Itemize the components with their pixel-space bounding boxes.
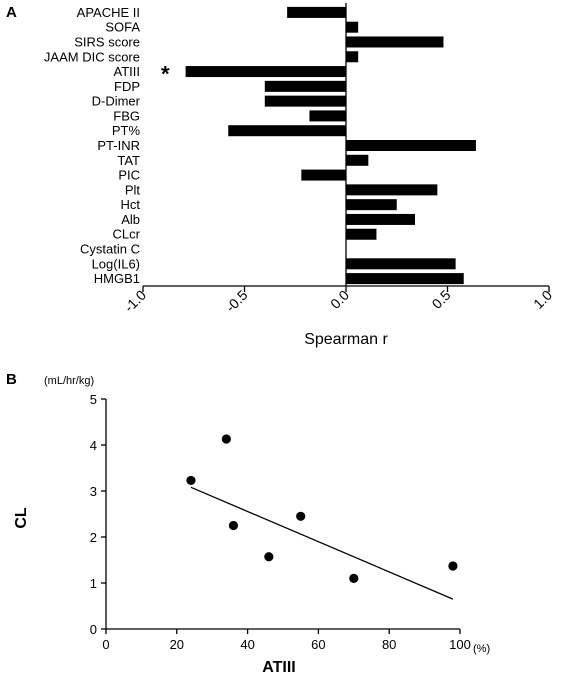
- category-label-sirs-score: SIRS score: [74, 34, 140, 49]
- bar-d-dimer: [264, 95, 346, 107]
- panel-b-y-axis-title: CL: [13, 507, 30, 529]
- panel-b-y-tick-label: 5: [90, 392, 97, 407]
- bar-sirs-score: [346, 36, 444, 48]
- panel-b-x-tick-label: 60: [311, 637, 325, 652]
- category-label-tat: TAT: [117, 153, 140, 168]
- category-label-atiii: ATIII: [114, 64, 140, 79]
- bar-jaam-dic-score: [346, 51, 359, 63]
- significance-asterisk: *: [161, 62, 170, 87]
- bar-pic: [301, 169, 346, 181]
- bar-fdp: [264, 80, 346, 92]
- category-label-pt: PT%: [112, 123, 141, 138]
- panel-b-x-unit: (%): [473, 643, 490, 655]
- category-label-alb: Alb: [121, 212, 140, 227]
- category-label-hct: Hct: [121, 197, 141, 212]
- bar-hct: [346, 199, 397, 211]
- panel-b-x-axis-title: ATIII: [262, 659, 295, 676]
- category-label-clcr: CLcr: [113, 227, 141, 242]
- bar-sofa: [346, 21, 359, 33]
- bar-pt-inr: [346, 140, 476, 151]
- category-label-sofa: SOFA: [105, 20, 140, 35]
- panel-a-x-tick-label: -0.5: [222, 287, 251, 316]
- category-label-fbg: FBG: [113, 108, 140, 123]
- category-label-hmgb1: HMGB1: [94, 271, 140, 286]
- bar-pt: [228, 125, 346, 137]
- category-label-jaam-dic-score: JAAM DIC score: [44, 49, 140, 64]
- panel-a-x-tick-label: 0.0: [327, 287, 352, 312]
- panel-b-x-tick-label: 20: [170, 637, 184, 652]
- bar-tat: [346, 154, 369, 166]
- panel-b-scatter-plot: 0 1 2 3 4 5 0 20 40 60 80 100: [90, 392, 471, 652]
- category-label-cystatin-c: Cystatin C: [80, 242, 140, 257]
- panel-b-x-tick-label: 100: [449, 637, 471, 652]
- category-label-d-dimer: D-Dimer: [92, 94, 141, 109]
- bar-alb: [346, 213, 416, 225]
- bar-hmgb1: [346, 273, 464, 285]
- bar-apache-ii: [287, 6, 346, 18]
- panel-b-y-tick-label: 0: [90, 622, 97, 637]
- category-label-log-il6: Log(IL6): [92, 256, 140, 271]
- panel-b-y-tick-label: 3: [90, 484, 97, 499]
- panel-a-x-axis-title: Spearman r: [304, 331, 388, 348]
- panel-b-x-tick-label: 40: [240, 637, 254, 652]
- regression-line: [190, 486, 454, 600]
- panel-b-x-tick-label: 80: [382, 637, 396, 652]
- scatter-point: [264, 552, 274, 562]
- bar-fbg: [309, 110, 346, 122]
- scatter-point: [349, 573, 359, 584]
- scatter-point: [186, 475, 196, 486]
- category-label-apache-ii: APACHE II: [77, 5, 140, 20]
- bar-plt: [346, 184, 438, 196]
- panel-a-x-tick-label: 0.5: [429, 287, 454, 312]
- bar-log-il6: [346, 258, 456, 270]
- category-label-plt: Plt: [125, 182, 141, 197]
- category-label-pic: PIC: [118, 168, 140, 183]
- scatter-point: [221, 434, 231, 444]
- panel-b-y-tick-label: 2: [90, 530, 97, 545]
- panel-a-x-tick-label: 1.0: [530, 287, 555, 312]
- panel-a-letter: A: [6, 4, 17, 21]
- panel-b-x-tick-label: 0: [102, 637, 109, 652]
- panel-b-y-tick-label: 4: [90, 438, 97, 453]
- panel-b-letter: B: [6, 371, 17, 388]
- scatter-point: [228, 520, 239, 531]
- category-label-pt-inr: PT-INR: [97, 138, 140, 153]
- category-label-fdp: FDP: [114, 79, 140, 94]
- scatter-point: [448, 561, 458, 571]
- panel-b-y-tick-label: 1: [90, 576, 97, 591]
- bar-atiii: [185, 66, 346, 78]
- bar-clcr: [346, 228, 377, 240]
- panel-a-x-tick-label: -1.0: [121, 287, 150, 316]
- panel-b-y-unit: (mL/hr/kg): [44, 375, 94, 387]
- scatter-point: [296, 511, 306, 521]
